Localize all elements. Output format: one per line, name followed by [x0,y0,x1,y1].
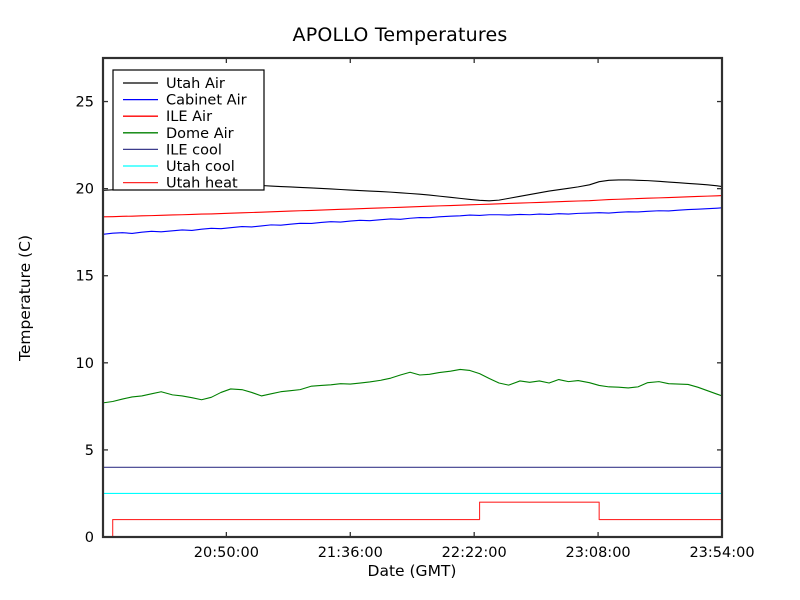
series-line-cabinet-air [102,207,723,235]
legend-frame [112,69,265,191]
tick-marks [103,58,723,538]
x-tick-label: 23:54:00 [689,545,754,561]
series-group [102,179,723,538]
y-tick-label: 25 [76,95,94,111]
legend-label-utah-heat: Utah heat [166,176,238,192]
legend-label-ile-air: ILE Air [166,109,212,125]
chart-title: APOLLO Temperatures [292,24,508,46]
legend-label-utah-air: Utah Air [166,76,225,92]
legend-label-utah-cool: Utah cool [166,159,235,175]
x-tick-label: 21:36:00 [318,545,383,561]
y-tick-label: 15 [76,269,94,285]
y-tick-label: 5 [85,443,94,459]
series-line-dome-air [102,368,723,404]
axes-spines [101,56,724,539]
series-line-ile-air [102,195,723,218]
y-tick-labels: 0 5 10 15 20 25 [76,95,94,546]
legend-label-dome-air: Dome Air [166,126,234,142]
legend-label-cabinet-air: Cabinet Air [166,93,247,109]
x-tick-label: 22:22:00 [442,545,507,561]
x-tick-label: 23:08:00 [566,545,631,561]
x-axis-label: Date (GMT) [368,562,457,580]
legend-label-ile-cool: ILE cool [166,142,222,158]
y-axis-label: Temperature (C) [16,235,34,362]
x-tick-label: 20:50:00 [194,545,259,561]
x-tick-labels: 20:50:00 21:36:00 22:22:00 23:08:00 23:54:00 [194,545,755,561]
y-tick-label: 10 [76,356,94,372]
series-line-utah-heat [103,501,722,538]
y-tick-label: 0 [85,530,94,546]
y-tick-label: 20 [76,182,94,198]
